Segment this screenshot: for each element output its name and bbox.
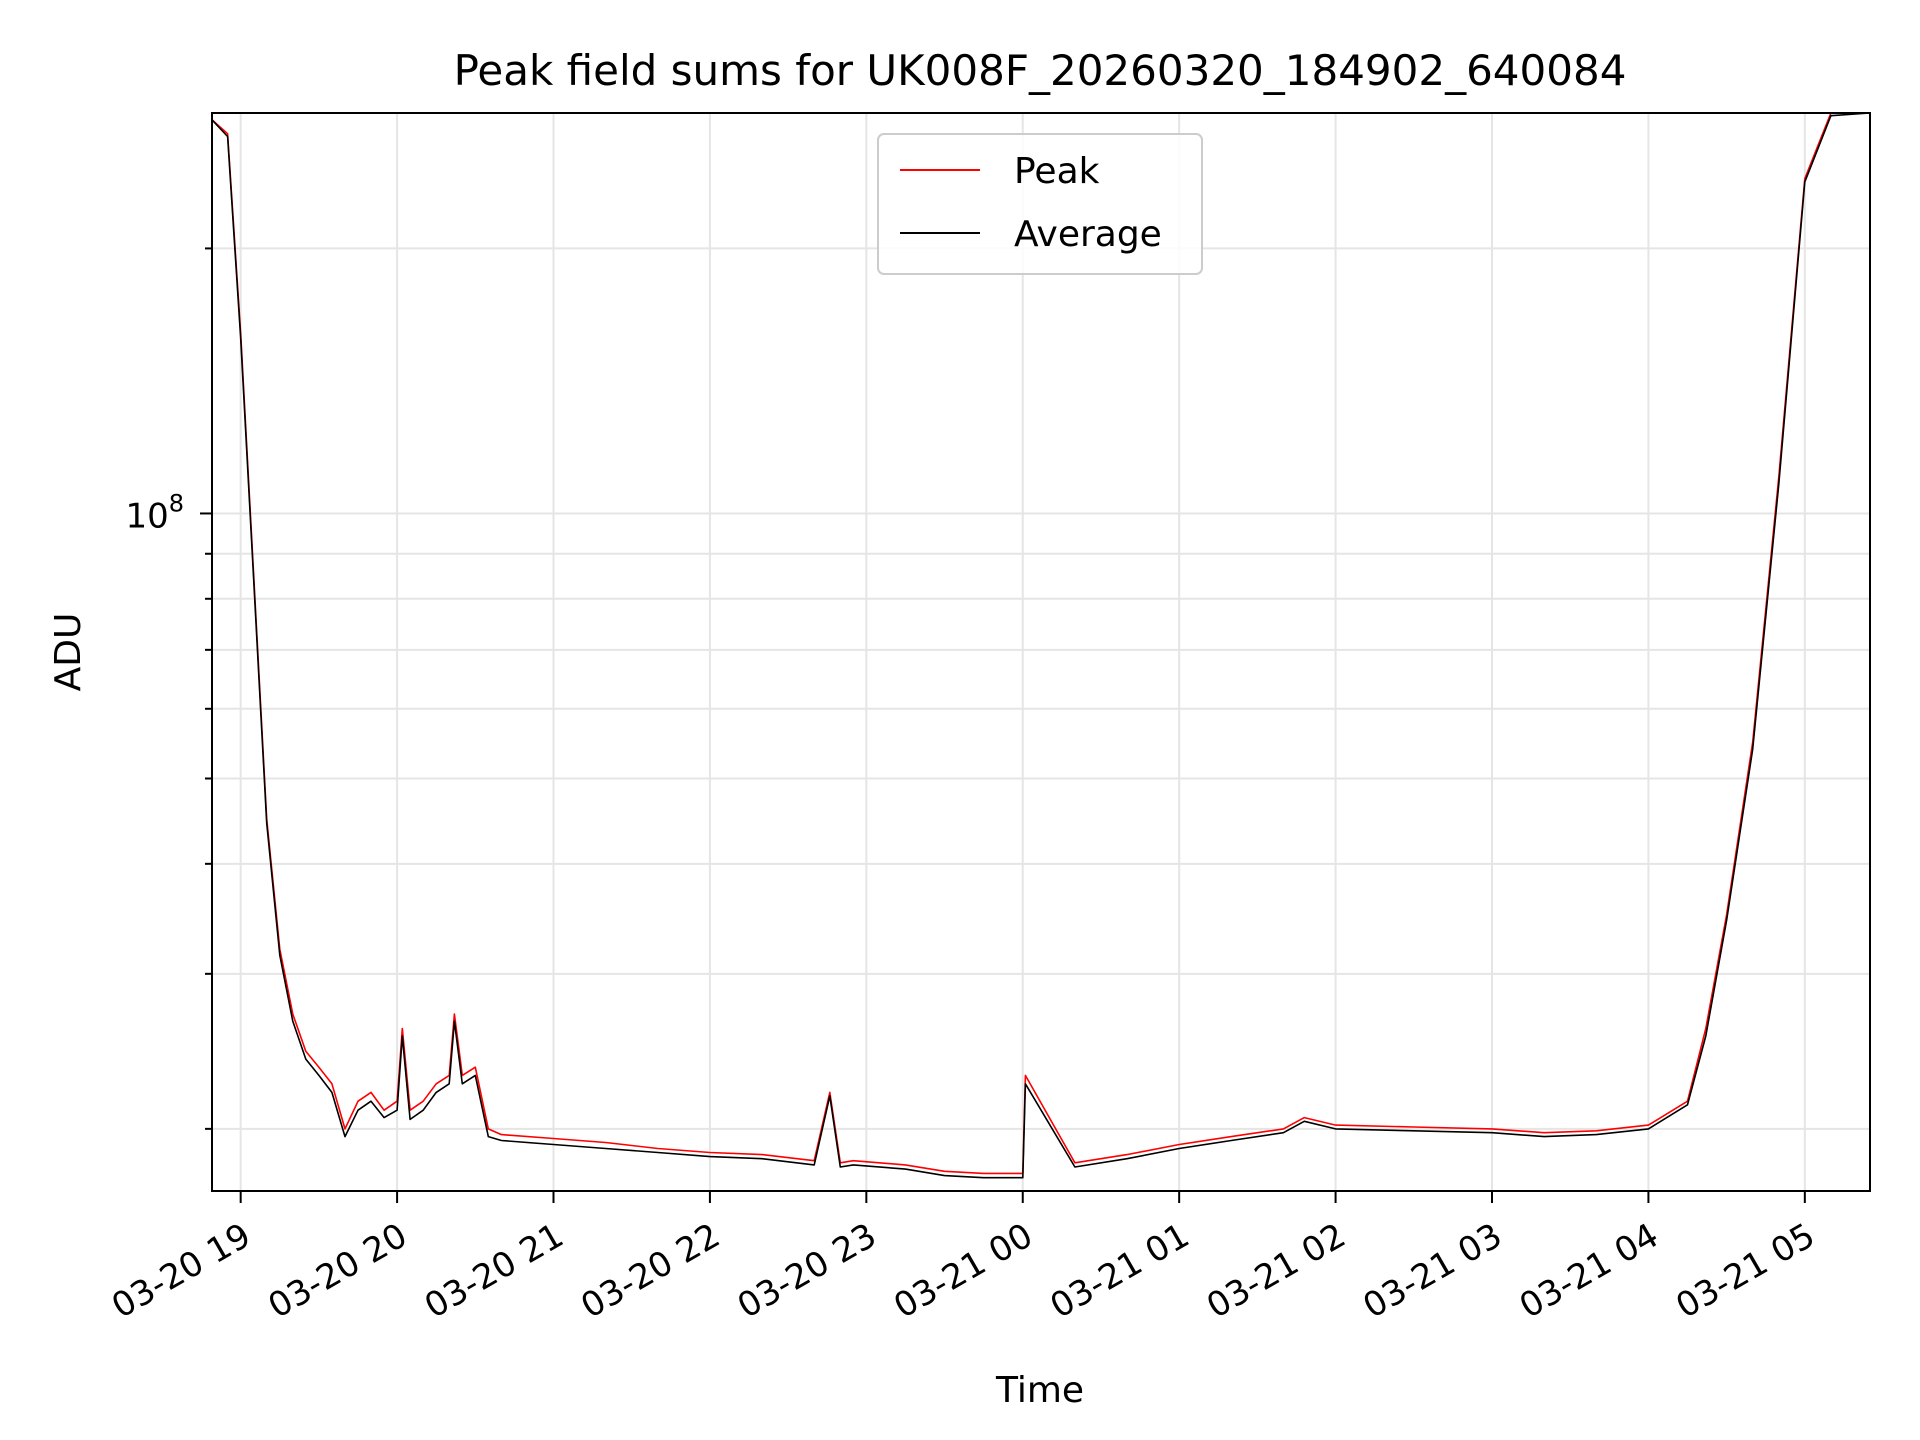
plot-frame <box>211 112 1871 1192</box>
y-axis: 108 <box>125 247 212 1130</box>
legend-label-average: Average <box>1014 214 1162 255</box>
legend-label-peak: Peak <box>1014 151 1100 192</box>
chart-title: Peak field sums for UK008F_20260320_1849… <box>454 46 1627 95</box>
x-axis-label: Time <box>995 1370 1084 1411</box>
y-axis-label: ADU <box>48 613 89 692</box>
y-tick-exponent: 8 <box>169 489 184 517</box>
series-line-average <box>211 112 1871 1179</box>
y-tick-label: 108 <box>125 489 184 536</box>
legend: Peak Average <box>877 133 1203 275</box>
series-line-peak <box>211 112 1870 1175</box>
grid <box>212 113 1870 1191</box>
y-tick-base: 10 <box>125 496 168 536</box>
plot-area <box>211 112 1871 1179</box>
